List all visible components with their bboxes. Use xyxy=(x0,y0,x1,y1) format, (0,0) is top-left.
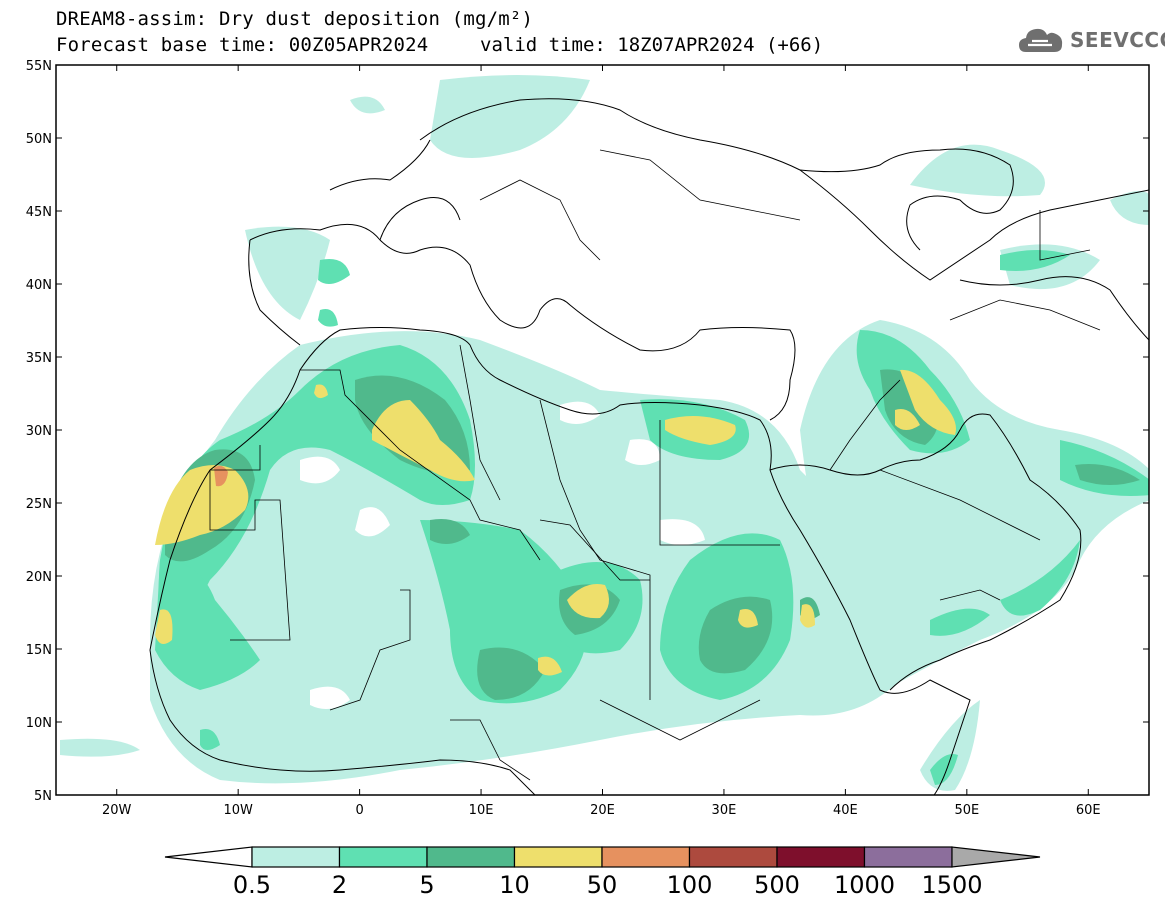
lat-label: 45N xyxy=(26,205,52,220)
lon-label: 0 xyxy=(355,803,363,818)
colorbar: 0.5 2 5 10 50 100 500 1000 1500 xyxy=(164,846,1041,899)
colorbar-label: 1000 xyxy=(834,871,895,899)
colorbar-box xyxy=(513,846,603,868)
colorbar-box xyxy=(338,846,428,868)
valid-time: valid time: 18Z07APR2024 (+66) xyxy=(480,34,824,56)
colorbar-box xyxy=(601,846,691,868)
colorbar-label: 10 xyxy=(499,871,530,899)
colorbar-upper-triangle xyxy=(951,846,1041,868)
lat-label: 25N xyxy=(26,497,52,512)
lon-label: 60E xyxy=(1076,803,1101,818)
lat-label: 55N xyxy=(26,59,52,74)
logo-text: SEEVCCC xyxy=(1070,28,1165,52)
colorbar-label: 500 xyxy=(754,871,800,899)
coastlines xyxy=(149,98,1149,795)
colorbar-label: 100 xyxy=(667,871,713,899)
lat-label: 5N xyxy=(34,789,52,804)
lat-label: 20N xyxy=(26,570,52,585)
lon-label: 50E xyxy=(954,803,979,818)
lon-label: 10W xyxy=(223,803,253,818)
lat-label: 10N xyxy=(26,716,52,731)
colorbar-box xyxy=(776,846,866,868)
cloud-icon xyxy=(1019,28,1063,52)
lat-label: 15N xyxy=(26,643,52,658)
lon-label: 40E xyxy=(833,803,858,818)
lat-label: 50N xyxy=(26,132,52,147)
colorbar-label: 2 xyxy=(332,871,347,899)
colorbar-label: 1500 xyxy=(921,871,982,899)
lat-label: 35N xyxy=(26,351,52,366)
lat-label: 30N xyxy=(26,424,52,439)
colorbar-label: 50 xyxy=(587,871,618,899)
lon-label: 20W xyxy=(102,803,132,818)
lon-label: 30E xyxy=(712,803,737,818)
lon-label: 20E xyxy=(590,803,615,818)
longitude-axis: 20W 10W 0 10E 20E 30E 40E 50E 60E xyxy=(102,65,1101,818)
colorbar-box xyxy=(426,846,516,868)
colorbar-lower-triangle xyxy=(164,846,253,868)
colorbar-box xyxy=(688,846,778,868)
forecast-base-time: Forecast base time: 00Z05APR2024 xyxy=(56,34,429,56)
country-borders xyxy=(209,149,1101,781)
colorbar-box xyxy=(863,846,953,868)
colorbar-box xyxy=(251,846,341,868)
colorbar-label: 0.5 xyxy=(233,871,271,899)
dust-field xyxy=(60,75,1149,791)
latitude-axis: 55N 50N 45N 40N 35N 30N 25N 20N 15N 10N 5N xyxy=(26,59,1149,804)
lon-label: 10E xyxy=(469,803,494,818)
colorbar-label: 5 xyxy=(419,871,434,899)
lat-label: 40N xyxy=(26,278,52,293)
seevccc-logo: SEEVCCC xyxy=(1018,26,1165,54)
map-title: DREAM8-assim: Dry dust deposition (mg/m²… xyxy=(56,8,534,30)
